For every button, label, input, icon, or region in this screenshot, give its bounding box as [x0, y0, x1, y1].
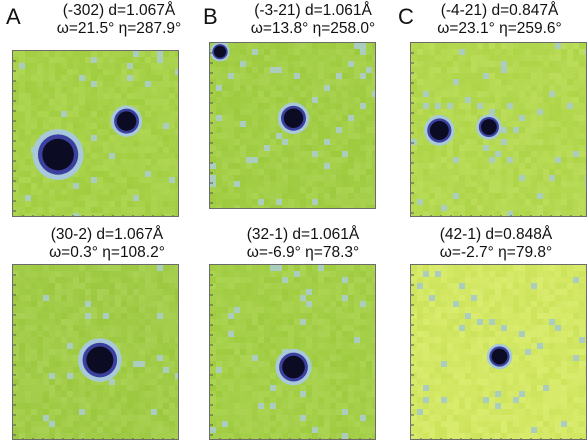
panel-caption: (30-2) d=1.067Å ω=0.3° η=108.2° [12, 226, 202, 262]
omega-eta-label: ω=0.3° η=108.2° [49, 244, 165, 261]
detector-pixels [13, 51, 178, 216]
diffraction-panel-b-top [209, 42, 376, 209]
panel-caption: (42-1) d=0.848Å ω=-2.7° η=79.8° [405, 226, 587, 262]
diffraction-spot [210, 43, 230, 62]
axis-ticks [210, 274, 371, 439]
panel-caption: (-302) d=1.067Å ω=21.5° η=287.9° [24, 2, 214, 38]
detector-pixels [411, 43, 586, 216]
column-label-b: B [203, 4, 218, 29]
omega-eta-label: ω=23.1° η=259.6° [437, 20, 562, 37]
diffraction-spot [110, 105, 143, 137]
diffraction-spot [476, 114, 502, 140]
axis-ticks [210, 52, 213, 204]
detector-pixels [210, 265, 375, 439]
panel-image [411, 265, 586, 439]
column-label-c: C [398, 4, 414, 29]
hkl-d-label: (-302) d=1.067Å [62, 2, 176, 19]
detector-pixels [210, 43, 375, 208]
panel-image [210, 43, 375, 208]
panel-image [13, 265, 178, 439]
diffraction-spot [78, 338, 122, 382]
panel-caption: (-4-21) d=0.847Å ω=23.1° η=259.6° [412, 2, 587, 38]
diffraction-spot [277, 102, 310, 134]
hkl-d-label: (30-2) d=1.067Å [50, 226, 164, 243]
omega-eta-label: ω=-2.7° η=79.8° [439, 244, 553, 261]
axis-ticks [411, 274, 582, 439]
diffraction-panel-a-bottom [12, 264, 179, 440]
diffraction-spot [486, 343, 513, 370]
hkl-d-label: (32-1) d=1.061Å [246, 226, 360, 243]
detector-pixels [13, 265, 178, 439]
diffraction-spot [275, 348, 312, 386]
diffraction-panel-b-bottom [209, 264, 376, 440]
axis-ticks [13, 274, 174, 439]
panel-caption: (32-1) d=1.061Å ω=-6.9° η=78.3° [208, 226, 398, 262]
axis-ticks [13, 60, 174, 216]
omega-eta-label: ω=21.5° η=287.9° [56, 20, 182, 37]
hkl-d-label: (42-1) d=0.848Å [439, 226, 553, 243]
diffraction-spot [32, 129, 84, 180]
hkl-d-label: (-3-21) d=1.061Å [254, 2, 372, 19]
omega-eta-label: ω=13.8° η=258.0° [250, 20, 376, 37]
omega-eta-label: ω=-6.9° η=78.3° [246, 244, 360, 261]
hkl-d-label: (-4-21) d=0.847Å [440, 2, 559, 19]
diffraction-panel-c-bottom [410, 264, 587, 440]
panel-caption: (-3-21) d=1.061Å ω=13.8° η=258.0° [218, 2, 408, 38]
diffraction-spot [424, 115, 455, 146]
panel-image [13, 51, 178, 216]
column-label-a: A [6, 4, 21, 29]
detector-pixels [411, 265, 586, 439]
panel-image [210, 265, 375, 439]
diffraction-panel-c-top [410, 42, 587, 217]
axis-ticks [411, 52, 582, 216]
diffraction-panel-a-top [12, 50, 179, 217]
panel-image [411, 43, 586, 216]
